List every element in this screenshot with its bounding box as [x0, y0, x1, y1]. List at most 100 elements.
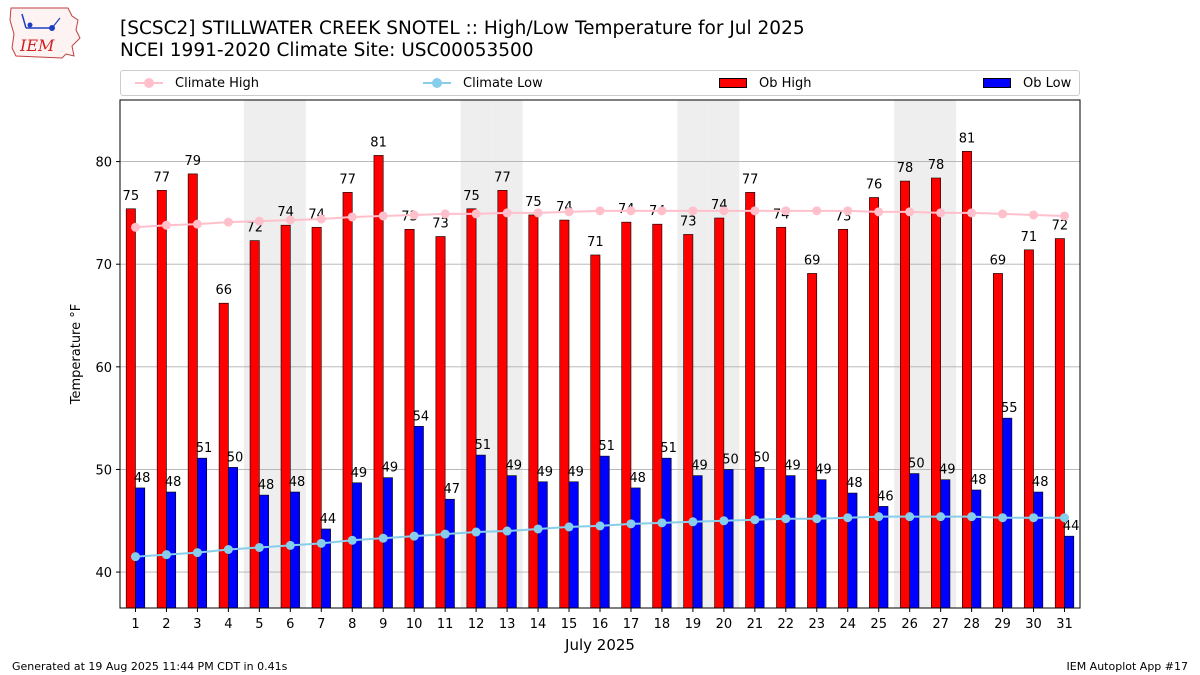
bar-ob-low [661, 457, 672, 609]
climate-low-point [130, 552, 140, 562]
bar-ob-low [1064, 535, 1075, 609]
label-ob-low: 49 [815, 463, 832, 478]
label-ob-low: 49 [784, 459, 801, 474]
climate-low-point [533, 524, 543, 534]
legend-swatch-climate-low [423, 78, 451, 88]
bar-ob-low [166, 491, 177, 609]
legend-label: Climate High [175, 75, 260, 91]
climate-low-point [626, 519, 636, 529]
climate-high-point [378, 211, 388, 221]
bar-ob-low [816, 479, 827, 609]
bar-ob-high [714, 217, 725, 609]
bar-ob-low [785, 475, 796, 609]
legend-label: Climate Low [463, 75, 543, 91]
x-tick-label: 6 [286, 617, 294, 632]
climate-low-point [1029, 513, 1039, 523]
y-tick-label: 60 [95, 361, 112, 376]
legend-swatch-ob-high [719, 78, 747, 88]
climate-high-point [347, 212, 357, 222]
bar-ob-high [590, 254, 601, 609]
bar-ob-low [630, 487, 641, 609]
climate-low-point [316, 538, 326, 548]
climate-high-point [936, 208, 946, 218]
climate-low-point [409, 531, 419, 541]
climate-low-point [688, 517, 698, 527]
climate-high-point [626, 206, 636, 216]
climate-high-point [161, 220, 171, 230]
legend-swatch-ob-low [983, 78, 1011, 88]
label-ob-low: 44 [320, 512, 337, 527]
bar-ob-high [900, 180, 910, 609]
x-tick-label: 20 [716, 617, 733, 632]
label-ob-low: 48 [258, 478, 275, 493]
label-ob-high: 73 [432, 216, 449, 231]
label-ob-low: 49 [691, 459, 708, 474]
x-tick-label: 4 [224, 617, 232, 632]
bar-ob-low [506, 475, 517, 609]
label-ob-low: 48 [846, 476, 863, 491]
label-ob-low: 49 [505, 459, 522, 474]
label-ob-low: 50 [753, 450, 770, 465]
bar-ob-high [745, 192, 756, 609]
climate-low-point [161, 550, 171, 560]
label-ob-low: 49 [351, 466, 368, 481]
chart-subtitle: NCEI 1991-2020 Climate Site: USC00053500 [120, 40, 534, 61]
label-ob-low: 48 [134, 471, 151, 486]
label-ob-high: 71 [587, 235, 604, 250]
bar-ob-high [652, 223, 663, 609]
bar-ob-low [847, 492, 858, 609]
climate-high-point [1029, 210, 1039, 220]
x-tick-label: 1 [131, 617, 139, 632]
label-ob-low: 51 [196, 441, 213, 456]
climate-high-point [316, 214, 326, 224]
bar-ob-high [776, 226, 787, 609]
climate-low-point [595, 521, 605, 531]
climate-high-point [254, 216, 264, 226]
bar-ob-low [197, 457, 208, 609]
x-tick-label: 12 [468, 617, 485, 632]
climate-low-point [347, 535, 357, 545]
bar-ob-high [528, 214, 539, 609]
y-axis-label: Temperature °F [69, 304, 84, 405]
bar-ob-low [351, 482, 362, 609]
climate-low-point [967, 512, 977, 522]
climate-high-point [905, 207, 915, 217]
x-tick-label: 2 [162, 617, 170, 632]
x-tick-label: 25 [870, 617, 887, 632]
bar-ob-high [559, 219, 570, 609]
bar-ob-high [156, 190, 167, 609]
label-ob-high: 72 [1052, 219, 1069, 234]
bar-ob-low [754, 467, 765, 609]
bar-ob-high [962, 151, 972, 609]
bar-ob-low [1002, 417, 1013, 609]
bar-ob-high [1023, 249, 1034, 609]
bar-ob-high [125, 208, 136, 609]
legend-label: Ob Low [1023, 75, 1072, 91]
label-ob-high: 71 [1021, 230, 1038, 245]
x-tick-label: 7 [317, 617, 325, 632]
climate-high-point [719, 206, 729, 216]
label-ob-low: 55 [1001, 401, 1018, 416]
bar-ob-high [435, 236, 446, 609]
plot-frame [119, 99, 1081, 609]
bar-ob-high [187, 173, 198, 609]
climate-high-point [595, 206, 605, 216]
bar-ob-high [311, 226, 322, 609]
label-ob-low: 51 [598, 439, 615, 454]
x-tick-label: 19 [685, 617, 702, 632]
climate-high-point [471, 209, 481, 219]
bar-ob-high [249, 240, 260, 609]
label-ob-low: 48 [289, 475, 306, 490]
label-ob-low: 49 [939, 463, 956, 478]
climate-high-point [223, 217, 233, 227]
label-ob-high: 69 [990, 253, 1007, 268]
x-tick-label: 22 [778, 617, 795, 632]
bar-ob-high [838, 229, 849, 609]
x-tick-label: 14 [530, 617, 547, 632]
label-ob-low: 54 [413, 409, 430, 424]
iem-logo: IEM [8, 6, 82, 64]
label-ob-high: 78 [928, 158, 945, 173]
climate-high-point [750, 206, 760, 216]
label-ob-low: 49 [567, 465, 584, 480]
bar-ob-low [413, 426, 424, 609]
